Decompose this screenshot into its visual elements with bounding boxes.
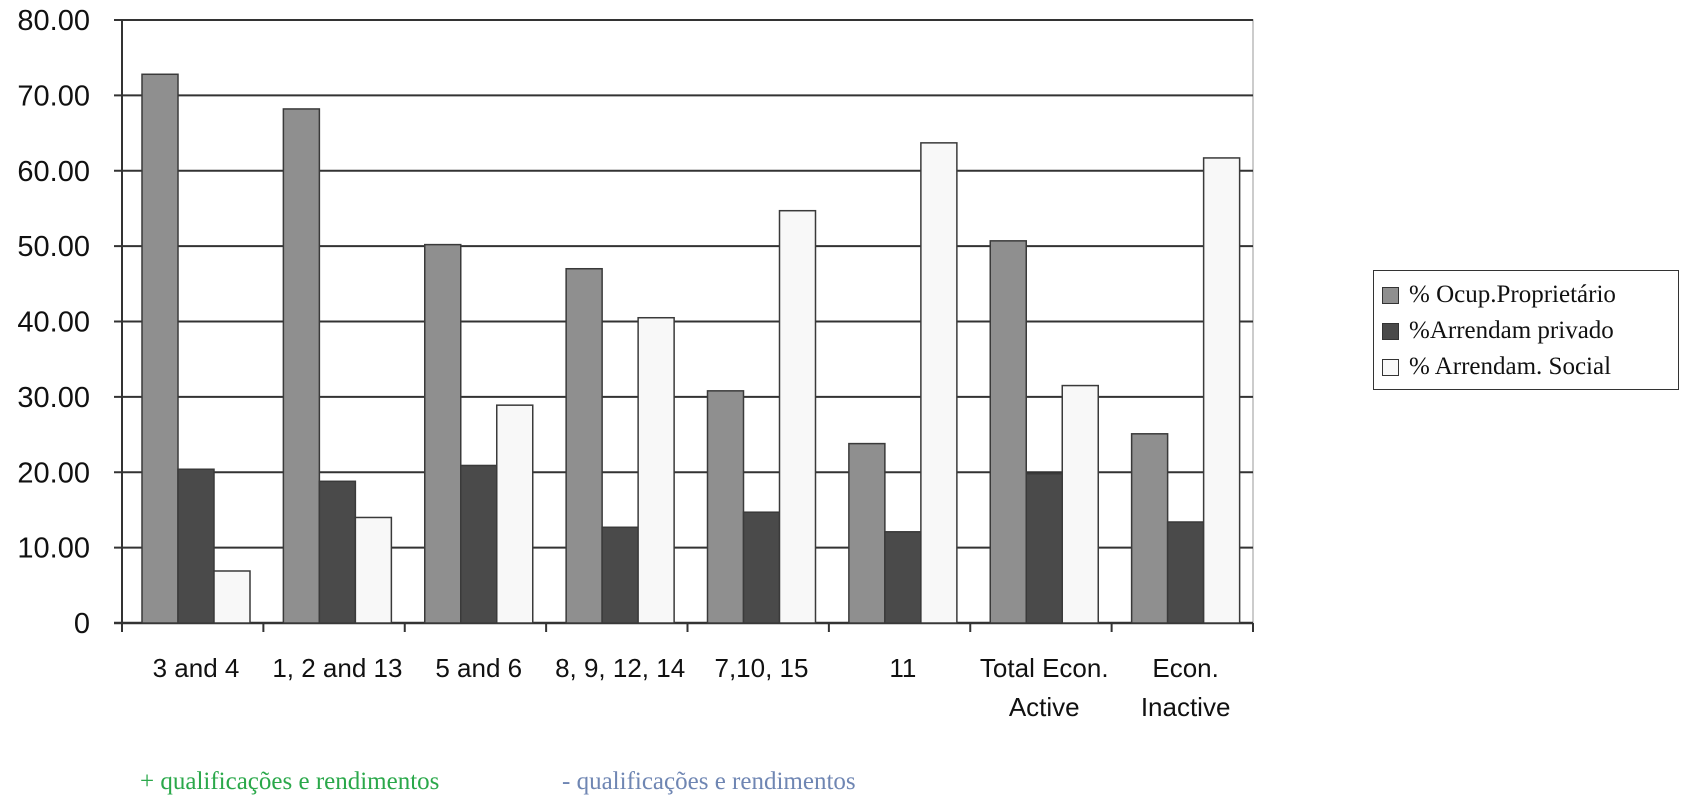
bar-series-1-cat-3 bbox=[424, 243, 462, 624]
bar-series-2-cat-1 bbox=[177, 468, 215, 624]
y-tick-label: 40.00 bbox=[17, 307, 90, 339]
bar-series-2-cat-5 bbox=[742, 511, 781, 624]
bar-series-2-cat-2 bbox=[318, 480, 357, 624]
bar-series-3-cat-8 bbox=[1202, 157, 1241, 624]
x-category-label: Econ. bbox=[1152, 653, 1219, 683]
bar-series-3-cat-3 bbox=[496, 404, 534, 624]
legend-swatch-ocup-proprietario bbox=[1382, 286, 1399, 304]
y-tick-label: 10.00 bbox=[17, 533, 90, 565]
y-tick-label: 80.00 bbox=[17, 5, 90, 37]
bar-series-3-cat-6 bbox=[920, 142, 958, 624]
bar-series-1-cat-2 bbox=[282, 108, 321, 624]
legend-item-arrendam-social: % Arrendam. Social bbox=[1382, 349, 1670, 385]
bar-series-3-cat-1 bbox=[213, 570, 251, 624]
bar-series-2-cat-7 bbox=[1025, 473, 1063, 624]
bar-series-1-cat-4 bbox=[565, 267, 603, 624]
bar-series-2-cat-3 bbox=[460, 464, 498, 624]
chart-legend: % Ocup.Proprietário %Arrendam privado % … bbox=[1373, 270, 1679, 390]
x-category-label: Total Econ. bbox=[980, 653, 1109, 683]
bar-series-2-cat-6 bbox=[884, 531, 922, 624]
legend-item-arrendam-privado: %Arrendam privado bbox=[1382, 313, 1670, 349]
bar-series-1-cat-6 bbox=[848, 442, 886, 624]
legend-item-ocup-proprietario: % Ocup.Proprietário bbox=[1382, 277, 1670, 313]
bar-series-1-cat-5 bbox=[706, 390, 745, 624]
bar-series-3-cat-7 bbox=[1061, 384, 1099, 624]
legend-label-arrendam-privado: %Arrendam privado bbox=[1409, 317, 1614, 344]
y-tick-label: 20.00 bbox=[17, 457, 90, 489]
x-category-label: 1, 2 and 13 bbox=[272, 653, 402, 683]
x-category-label: 7,10, 15 bbox=[715, 653, 809, 683]
legend-swatch-arrendam-privado bbox=[1382, 322, 1399, 340]
y-tick-label: 0 bbox=[74, 608, 90, 640]
annotation-more-qualifications: + qualificações e rendimentos bbox=[140, 768, 440, 795]
y-tick-label: 30.00 bbox=[17, 382, 90, 414]
y-tick-label: 60.00 bbox=[17, 156, 90, 188]
legend-label-arrendam-social: % Arrendam. Social bbox=[1409, 353, 1612, 380]
legend-label-ocup-proprietario: % Ocup.Proprietário bbox=[1409, 281, 1616, 308]
legend-swatch-arrendam-social bbox=[1382, 358, 1399, 376]
annotation-less-qualifications: - qualificações e rendimentos bbox=[562, 768, 856, 795]
bar-series-1-cat-8 bbox=[1130, 433, 1169, 624]
x-category-label: 3 and 4 bbox=[153, 653, 240, 683]
x-category-label: 8, 9, 12, 14 bbox=[555, 653, 685, 683]
x-category-label: 11 bbox=[889, 653, 916, 683]
y-tick-label: 70.00 bbox=[17, 80, 90, 112]
bar-series-3-cat-2 bbox=[354, 516, 393, 624]
x-category-label: Active bbox=[1009, 692, 1080, 722]
bar-series-1-cat-1 bbox=[141, 73, 179, 624]
x-category-label: 5 and 6 bbox=[435, 653, 522, 683]
bar-series-2-cat-4 bbox=[601, 526, 639, 624]
bar-series-1-cat-7 bbox=[989, 240, 1027, 624]
y-tick-label: 50.00 bbox=[17, 231, 90, 263]
bar-series-3-cat-4 bbox=[637, 316, 675, 624]
bar-series-3-cat-5 bbox=[778, 209, 817, 624]
x-category-label: Inactive bbox=[1141, 692, 1231, 722]
bar-series-2-cat-8 bbox=[1166, 521, 1205, 624]
